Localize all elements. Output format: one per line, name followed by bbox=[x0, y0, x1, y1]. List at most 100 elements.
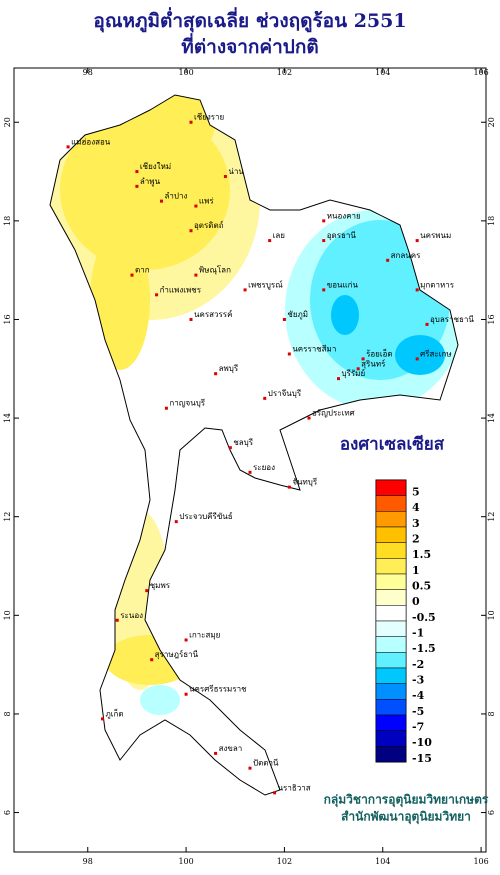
place-label: นราธิวาส bbox=[278, 783, 311, 792]
station bbox=[145, 589, 149, 593]
legend-swatch bbox=[375, 652, 407, 669]
place-label: เพชรบูรณ์ bbox=[248, 279, 283, 290]
lon-label: 106 bbox=[473, 857, 488, 866]
station bbox=[282, 317, 286, 321]
place-label: เชียงใหม่ bbox=[140, 162, 171, 171]
lon-label: 106 bbox=[473, 68, 488, 77]
lat-label: 6 bbox=[3, 810, 12, 815]
legend-swatch bbox=[375, 589, 407, 606]
station bbox=[273, 791, 277, 795]
station bbox=[194, 273, 198, 277]
place-label: สุราษฎร์ธานี bbox=[155, 649, 199, 659]
legend-swatch bbox=[375, 699, 407, 716]
lon-label: 98 bbox=[83, 68, 93, 77]
legend-swatch bbox=[375, 526, 407, 543]
place-label: ศรีสะเกษ bbox=[420, 349, 451, 358]
place-label: ร้อยเอ็ด bbox=[366, 348, 393, 358]
place-label: มุกดาหาร bbox=[420, 280, 455, 289]
station bbox=[189, 120, 193, 124]
place-label: ชุมพร bbox=[150, 581, 171, 590]
lon-label: 104 bbox=[375, 68, 390, 77]
lon-label: 104 bbox=[375, 857, 390, 866]
place-label: ชลบุรี bbox=[233, 438, 253, 447]
legend-label: -0.5 bbox=[412, 611, 436, 624]
place-label: ลำปาง bbox=[165, 192, 188, 201]
station bbox=[322, 239, 326, 243]
station bbox=[101, 717, 104, 721]
place-label: สกลนคร bbox=[391, 251, 421, 260]
place-label: กาญจนบุรี bbox=[169, 399, 205, 408]
legend-label: -3 bbox=[412, 674, 424, 687]
place-label: นครราชสีมา bbox=[292, 344, 336, 353]
legend-label: 4 bbox=[412, 501, 420, 514]
station bbox=[307, 416, 311, 420]
place-label: น่าน bbox=[228, 167, 244, 176]
lat-label: 12 bbox=[3, 512, 12, 522]
station bbox=[287, 485, 291, 489]
legend-swatch bbox=[375, 511, 407, 528]
station bbox=[322, 288, 326, 292]
legend-swatch bbox=[375, 479, 407, 496]
title: ที่ต่างจากค่าปกติ bbox=[181, 33, 318, 58]
station bbox=[130, 273, 134, 277]
station bbox=[263, 396, 267, 400]
station bbox=[361, 357, 365, 361]
legend-swatch bbox=[375, 746, 407, 763]
legend-label: -10 bbox=[412, 736, 432, 749]
legend-swatch bbox=[375, 605, 407, 622]
place-label: พิษณุโลก bbox=[199, 265, 231, 275]
station bbox=[184, 638, 188, 642]
station bbox=[356, 367, 360, 371]
place-label: สงขลา bbox=[219, 744, 243, 753]
place-label: อรัญประเทศ bbox=[312, 409, 355, 418]
legend-swatch bbox=[375, 714, 407, 731]
station bbox=[189, 317, 193, 321]
lat-label: 16 bbox=[487, 314, 496, 324]
place-label: เกาะสมุย bbox=[189, 630, 220, 639]
place-label: ประจวบคีรีขันธ์ bbox=[179, 511, 233, 521]
legend-label: 0 bbox=[412, 595, 420, 608]
lon-label: 98 bbox=[83, 857, 93, 866]
station bbox=[425, 322, 429, 326]
legend-swatch bbox=[375, 542, 407, 559]
station bbox=[214, 372, 218, 376]
station bbox=[155, 293, 159, 297]
place-label: เลย bbox=[273, 231, 285, 240]
station bbox=[164, 406, 168, 410]
place-label: เชียงราย bbox=[194, 113, 224, 122]
place-label: แพร่ bbox=[199, 197, 214, 206]
station bbox=[174, 520, 178, 524]
station bbox=[184, 692, 188, 696]
legend-label: 0.5 bbox=[412, 580, 431, 593]
lon-label: 102 bbox=[277, 857, 292, 866]
legend-swatch bbox=[375, 573, 407, 590]
lat-label: 8 bbox=[487, 711, 496, 716]
legend-swatch bbox=[375, 636, 407, 653]
title: อุณหภูมิต่ำสุดเฉลี่ย ช่วงฤดูร้อน 2551 bbox=[93, 7, 406, 33]
station bbox=[268, 239, 272, 243]
legend: 5 4 3 2 1.5 1 0.5 0 -0.5 -1 -1.5 -2 -3 -4 -5 -7 -10 -15 bbox=[375, 479, 436, 765]
legend-label: -1 bbox=[412, 627, 424, 640]
lat-label: 6 bbox=[487, 810, 496, 815]
place-label: อุบลราชธานี bbox=[430, 315, 474, 324]
station bbox=[223, 174, 227, 178]
credit: กลุ่มวิชาการอุตุนิยมวิทยาเกษตร bbox=[324, 793, 489, 808]
legend-title: องศาเซลเซียส bbox=[340, 434, 445, 455]
legend-swatch bbox=[375, 667, 407, 684]
place-label: นครสวรรค์ bbox=[194, 309, 232, 319]
station bbox=[337, 377, 340, 381]
station bbox=[115, 618, 119, 622]
station bbox=[415, 357, 419, 361]
place-label: ลำพูน bbox=[140, 177, 161, 187]
legend-swatch bbox=[375, 620, 407, 637]
station bbox=[194, 204, 198, 208]
lat-label: 12 bbox=[487, 512, 496, 522]
place-label: ปัตตานี bbox=[253, 759, 279, 768]
lat-label: 10 bbox=[487, 610, 496, 620]
station bbox=[415, 239, 419, 243]
place-label: ลพบุรี bbox=[219, 364, 239, 373]
place-label: หนองคาย bbox=[327, 211, 361, 220]
